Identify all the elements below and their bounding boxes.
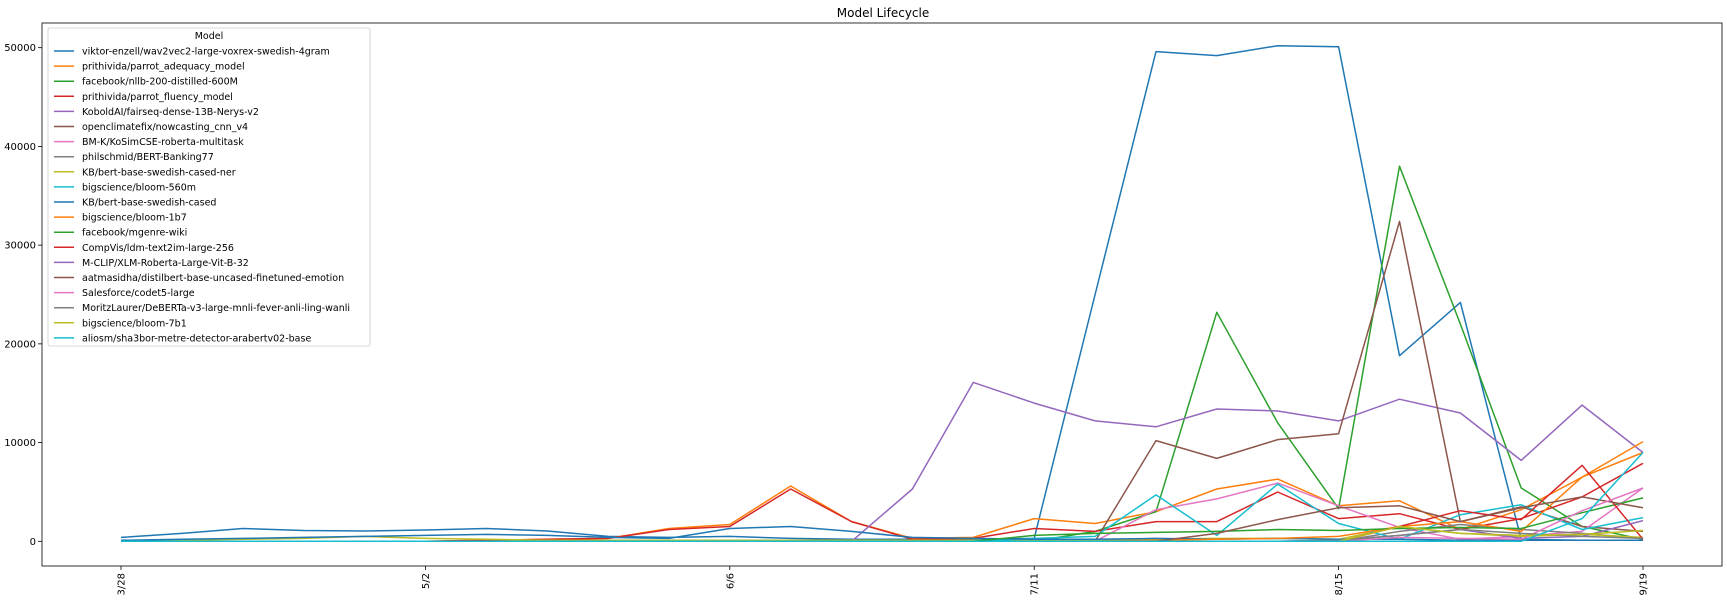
y-tick-label: 40000 xyxy=(4,142,36,153)
legend-items: viktor-enzell/wav2vec2-large-voxrex-swed… xyxy=(54,47,350,344)
legend-label-5: openclimatefix/nowcasting_cnn_v4 xyxy=(82,122,248,133)
legend: Model viktor-enzell/wav2vec2-large-voxre… xyxy=(47,27,371,347)
legend-label-18: bigscience/bloom-7b1 xyxy=(82,318,187,329)
legend-label-6: BM-K/KoSimCSE-roberta-multitask xyxy=(82,137,244,148)
series-line-11 xyxy=(121,440,1644,543)
series-line-9 xyxy=(121,483,1644,543)
legend-label-12: facebook/mgenre-wiki xyxy=(82,228,187,239)
legend-label-19: aliosm/sha3bor-metre-detector-arabertv02… xyxy=(82,333,311,344)
legend-label-7: philschmid/BERT-Banking77 xyxy=(82,152,214,163)
legend-label-16: Salesforce/codet5-large xyxy=(82,288,195,299)
legend-label-13: CompVis/ldm-text2im-large-256 xyxy=(82,243,234,254)
legend-label-15: aatmasidha/distilbert-base-uncased-finet… xyxy=(82,273,344,284)
y-tick-label: 20000 xyxy=(4,339,36,350)
legend-label-3: prithivida/parrot_fluency_model xyxy=(82,92,233,103)
x-axis: 3/28 5/2 6/6 7/11 8/15 9/19 xyxy=(117,566,1650,595)
legend-label-1: prithivida/parrot_adequacy_model xyxy=(82,62,245,73)
series-line-19 xyxy=(121,451,1644,543)
legend-label-14: M-CLIP/XLM-Roberta-Large-Vit-B-32 xyxy=(82,258,249,269)
legend-label-9: bigscience/bloom-560m xyxy=(82,182,196,193)
legend-label-17: MoritzLaurer/DeBERTa-v3-large-mnli-fever… xyxy=(82,303,350,314)
legend-label-10: KB/bert-base-swedish-cased xyxy=(82,198,216,209)
series-lines xyxy=(120,44,1644,543)
chart-title: Model Lifecycle xyxy=(837,6,929,20)
series-line-0 xyxy=(120,44,1643,542)
x-tick-label: 5/2 xyxy=(421,573,432,589)
legend-label-4: KoboldAI/fairseq-dense-13B-Nerys-v2 xyxy=(82,107,259,118)
legend-label-0: viktor-enzell/wav2vec2-large-voxrex-swed… xyxy=(82,47,330,58)
legend-label-8: KB/bert-base-swedish-cased-ner xyxy=(82,167,236,178)
legend-title: Model xyxy=(195,31,224,42)
legend-box xyxy=(47,27,371,347)
y-tick-label: 30000 xyxy=(4,241,36,252)
y-tick-label: 50000 xyxy=(4,43,36,54)
x-tick-label: 6/6 xyxy=(725,573,736,589)
legend-label-11: bigscience/bloom-1b7 xyxy=(82,213,187,224)
y-tick-label: 0 xyxy=(30,537,36,548)
y-axis: 0 10000 20000 30000 40000 50000 xyxy=(4,43,42,548)
legend-label-2: facebook/nllb-200-distilled-600M xyxy=(82,77,238,88)
x-tick-label: 9/19 xyxy=(1639,573,1650,595)
x-tick-label: 7/11 xyxy=(1030,573,1041,595)
x-tick-label: 8/15 xyxy=(1334,573,1345,595)
series-line-10 xyxy=(120,525,1643,542)
y-tick-label: 10000 xyxy=(4,438,36,449)
plot-frame xyxy=(41,22,1723,567)
x-tick-label: 3/28 xyxy=(117,573,128,595)
